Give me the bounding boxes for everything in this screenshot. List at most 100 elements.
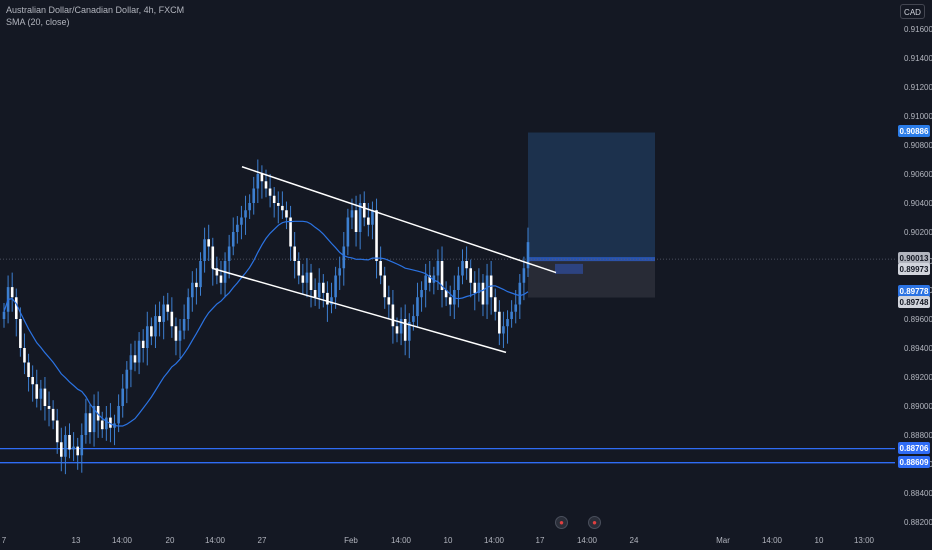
candle-body	[84, 413, 88, 435]
candle-body	[379, 261, 382, 276]
x-tick-label: 14:00	[484, 536, 505, 545]
candle-body	[514, 304, 518, 312]
candle-body	[461, 261, 464, 276]
candle-body	[383, 275, 387, 298]
candle-body	[35, 384, 39, 399]
candle-body	[145, 326, 149, 348]
sma-20-line	[3, 220, 529, 427]
candle-body	[506, 319, 509, 327]
candle-body	[55, 420, 59, 443]
wedge-upper-trendline[interactable]	[241, 166, 557, 274]
candle-body	[518, 282, 522, 305]
indicator-label[interactable]: SMA (20, close)	[6, 17, 70, 27]
candle-body	[14, 297, 18, 319]
position-tool[interactable]	[0, 132, 895, 298]
candle-body	[485, 275, 489, 305]
candle-body	[92, 406, 96, 433]
candle-body	[68, 435, 71, 450]
currency-button[interactable]: CAD	[900, 4, 925, 19]
candle-body	[317, 282, 321, 298]
x-tick-label: 14:00	[205, 536, 226, 545]
candle-body	[309, 272, 313, 290]
x-tick-label: 20	[166, 536, 175, 545]
candle-body	[297, 261, 301, 276]
candle-body	[391, 304, 395, 327]
y-tick-label: 0.89600	[904, 315, 932, 324]
candle-body	[469, 268, 472, 283]
candle-body	[358, 203, 362, 232]
price-tag-bg	[898, 442, 930, 454]
candle-body	[248, 203, 251, 211]
candle-body	[60, 442, 63, 457]
candle-body	[457, 275, 460, 290]
x-tick-label: 10	[815, 536, 824, 545]
sma-line	[3, 220, 529, 427]
candle-body	[432, 275, 436, 283]
candle-body	[186, 297, 190, 319]
candle-body	[88, 413, 92, 433]
candle-body	[47, 406, 51, 409]
candle-body	[526, 242, 530, 269]
candle-body	[346, 217, 350, 247]
target-zone[interactable]	[528, 132, 655, 260]
candle-body	[129, 355, 133, 370]
wedge-lower-trendline[interactable]	[211, 267, 507, 354]
y-tick-label: 0.89000	[904, 402, 932, 411]
candle-body	[227, 246, 231, 261]
candle-body	[219, 275, 223, 283]
x-tick-label: 17	[536, 536, 545, 545]
candle-body	[240, 217, 243, 225]
price-tag-bg	[898, 263, 930, 275]
x-tick-label: 14:00	[762, 536, 783, 545]
time-axis[interactable]: 7 13 14:00 20 14:00 27 Feb 14:00 10 14:00 17 14:00 2…	[2, 536, 875, 545]
candle-body	[27, 362, 30, 377]
x-tick-label: 10	[444, 536, 453, 545]
candle-body	[72, 446, 75, 450]
candle-body	[334, 275, 337, 298]
candle-body	[293, 246, 296, 261]
candle-body	[31, 377, 34, 385]
y-tick-label: 0.90200	[904, 228, 932, 237]
candle-body	[473, 282, 477, 293]
economic-event-icon[interactable]: ●	[588, 516, 601, 529]
falling-wedge-lines[interactable]	[211, 166, 557, 354]
candle-body	[403, 319, 407, 341]
candle-body	[43, 388, 47, 406]
y-tick-label: 0.88200	[904, 518, 932, 527]
candle-body	[412, 316, 415, 322]
candle-body	[51, 408, 55, 421]
candle-body	[424, 275, 427, 290]
candle-body	[289, 217, 292, 247]
candle-body	[420, 290, 423, 298]
candle-body	[493, 297, 497, 312]
price-tag-label: 0.89778	[900, 287, 929, 296]
candle-body	[407, 321, 411, 341]
candle-body	[150, 326, 153, 337]
candle-body	[2, 311, 6, 319]
candle-body	[330, 297, 333, 305]
candle-body	[162, 304, 165, 322]
candle-body	[191, 282, 194, 298]
candle-body	[465, 261, 468, 269]
y-tick-label: 0.89200	[904, 373, 932, 382]
candle-body	[436, 261, 440, 276]
candle-body	[387, 297, 391, 305]
y-tick-label: 0.91200	[904, 83, 932, 92]
y-tick-label: 0.90600	[904, 170, 932, 179]
stop-zone[interactable]	[528, 259, 655, 298]
candle-body	[444, 290, 448, 298]
x-tick-label: 13:00	[854, 536, 875, 545]
candle-body	[481, 282, 485, 305]
support-lines[interactable]	[0, 447, 895, 464]
y-tick-label: 0.91400	[904, 54, 932, 63]
price-tag-label: 0.88609	[900, 458, 929, 467]
x-tick-label: 7	[2, 536, 7, 545]
candle-body	[178, 330, 182, 341]
y-tick-label: 0.89400	[904, 344, 932, 353]
candle-body	[174, 326, 178, 341]
candle-body	[117, 406, 120, 424]
candle-body	[23, 348, 26, 363]
price-tag-label: 0.89973	[900, 265, 929, 274]
economic-event-icon[interactable]: ●	[555, 516, 568, 529]
